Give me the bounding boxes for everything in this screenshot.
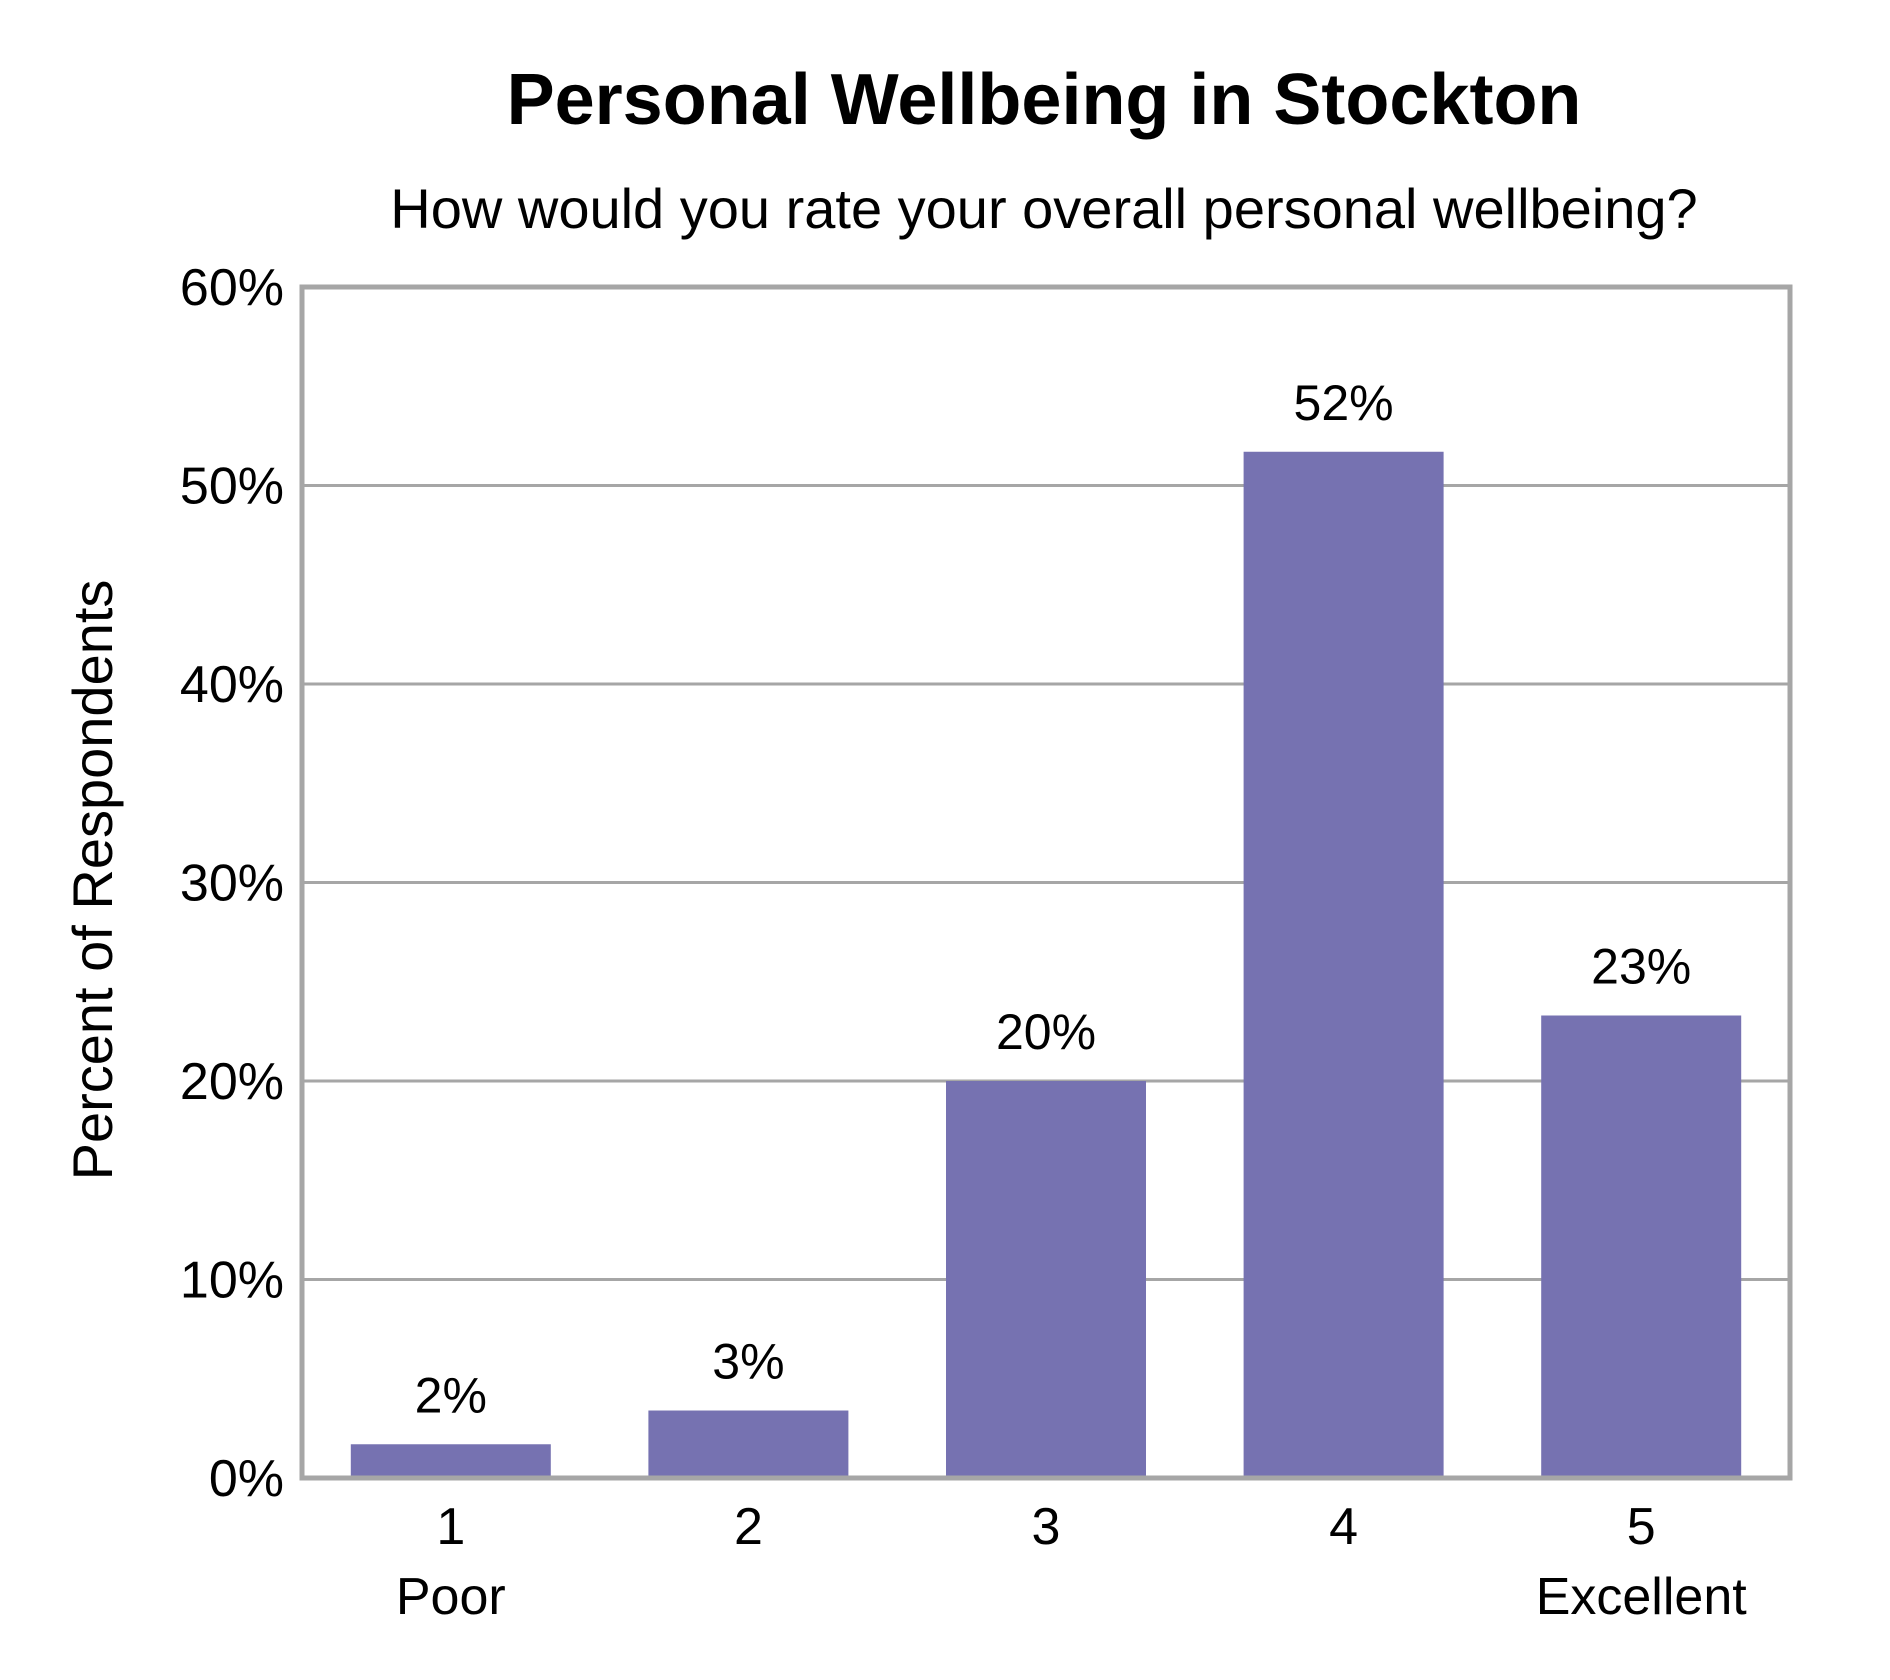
- y-tick-label: 60%: [180, 259, 284, 317]
- bar: [1541, 1015, 1742, 1478]
- x-tick-label: 2: [734, 1498, 763, 1556]
- bar: [350, 1444, 551, 1478]
- data-labels: 2% 3% 20% 52% 23%: [415, 375, 1692, 1424]
- data-label: 20%: [996, 1004, 1096, 1060]
- y-tick-label: 0%: [209, 1450, 284, 1508]
- x-tick-label: 3: [1032, 1498, 1061, 1556]
- y-axis-label: Percent of Respondents: [61, 580, 124, 1181]
- bar: [946, 1081, 1146, 1478]
- bar: [1243, 451, 1444, 1478]
- x-axis-ticks: 1 Poor 2 3 4 5 Excellent: [396, 1498, 1747, 1626]
- data-label: 3%: [712, 1334, 784, 1390]
- data-label: 52%: [1294, 375, 1394, 431]
- x-tick-label: 5: [1627, 1498, 1656, 1556]
- y-tick-label: 40%: [180, 656, 284, 714]
- y-tick-label: 50%: [180, 458, 284, 516]
- bars: [350, 451, 1742, 1478]
- data-label: 23%: [1591, 938, 1691, 994]
- x-tick-label: 4: [1329, 1498, 1358, 1556]
- y-axis-ticks: 0% 10% 20% 30% 40% 50% 60%: [180, 259, 284, 1508]
- chart-title: Personal Wellbeing in Stockton: [507, 60, 1582, 140]
- x-tick-sublabel: Poor: [396, 1568, 506, 1626]
- chart-subtitle: How would you rate your overall personal…: [390, 177, 1697, 240]
- plot-frame: [299, 284, 1793, 1481]
- y-tick-label: 10%: [180, 1252, 284, 1310]
- y-tick-label: 20%: [180, 1053, 284, 1111]
- data-label: 2%: [415, 1367, 487, 1423]
- y-tick-label: 30%: [180, 855, 284, 913]
- x-tick-label: 1: [436, 1498, 465, 1556]
- bar: [648, 1410, 849, 1478]
- x-tick-sublabel: Excellent: [1536, 1568, 1748, 1626]
